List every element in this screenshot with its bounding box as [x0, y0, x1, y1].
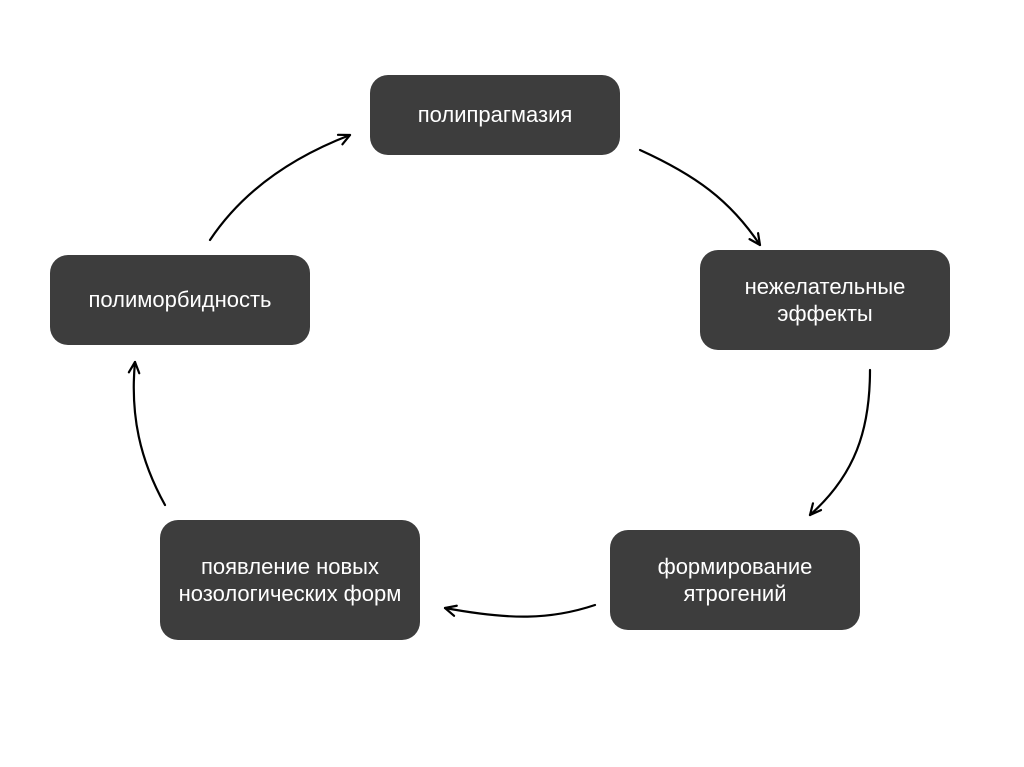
- node-n3: формирование ятрогений: [610, 530, 860, 630]
- node-n4: появление новых нозологических форм: [160, 520, 420, 640]
- node-n2: нежелательные эффекты: [700, 250, 950, 350]
- cycle-diagram: полипрагмазия нежелательные эффекты формир…: [0, 0, 1024, 767]
- arrow-n1-n2: [640, 150, 760, 245]
- node-label: полипрагмазия: [418, 101, 573, 129]
- node-label: появление новых нозологических форм: [172, 553, 408, 608]
- arrow-n4-n5: [129, 362, 165, 505]
- arrow-n3-n4: [445, 605, 595, 617]
- node-label: нежелательные эффекты: [712, 273, 938, 328]
- node-label: полиморбидность: [88, 286, 271, 314]
- node-label: формирование ятрогений: [622, 553, 848, 608]
- arrow-n5-n1: [210, 135, 350, 240]
- arrow-n2-n3: [810, 370, 870, 515]
- node-n1: полипрагмазия: [370, 75, 620, 155]
- node-n5: полиморбидность: [50, 255, 310, 345]
